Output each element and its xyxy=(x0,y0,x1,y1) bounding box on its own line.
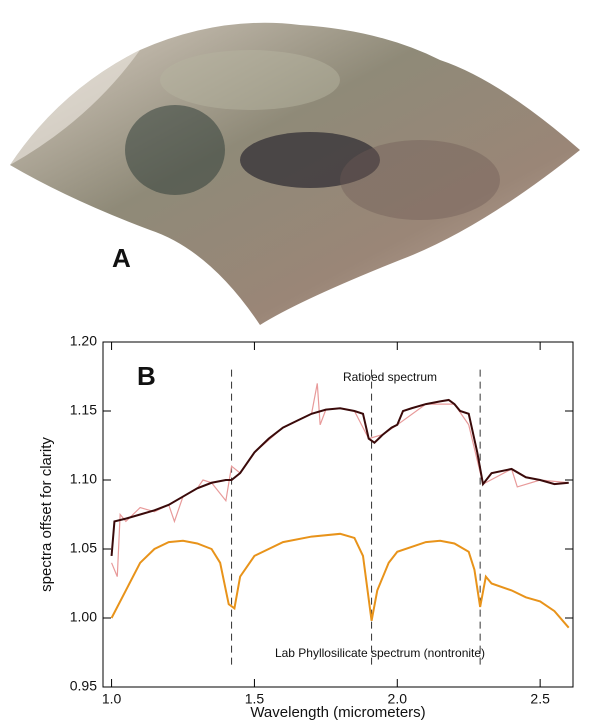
x-tick-label: 2.5 xyxy=(530,691,550,707)
y-tick-label: 1.15 xyxy=(70,402,97,418)
y-tick-label: 0.95 xyxy=(70,678,97,694)
plot-frame xyxy=(103,342,573,687)
y-axis-label: spectra offset for clarity xyxy=(38,437,55,592)
y-tick-label: 1.10 xyxy=(70,471,97,487)
panel-label: B xyxy=(137,361,156,391)
series-annotation: Ratioed spectrum xyxy=(343,370,437,384)
series-line xyxy=(112,400,569,556)
figure: A 0.951.001.051.101.151.201.01.52.02.5Wa… xyxy=(0,0,589,722)
terrain-image xyxy=(10,23,580,325)
y-tick-label: 1.05 xyxy=(70,540,97,556)
y-tick-label: 1.00 xyxy=(70,609,97,625)
x-axis-label: Wavelength (micrometers) xyxy=(250,704,425,721)
panel-label: A xyxy=(112,243,131,273)
series-line xyxy=(112,534,569,628)
y-tick-label: 1.20 xyxy=(70,333,97,349)
x-tick-label: 1.0 xyxy=(102,691,122,707)
series-annotation: Lab Phyllosilicate spectrum (nontronite) xyxy=(275,646,485,660)
series-line xyxy=(112,383,569,576)
